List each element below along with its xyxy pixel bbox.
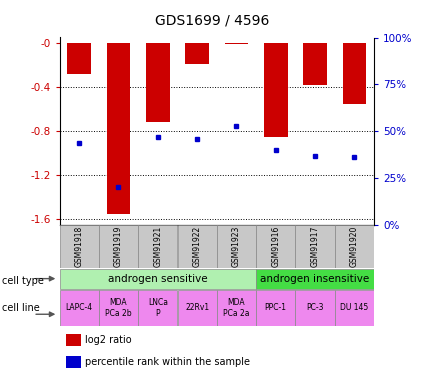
Text: GDS1699 / 4596: GDS1699 / 4596: [155, 13, 270, 27]
Bar: [264, 43, 287, 137]
Bar: [217, 290, 256, 326]
Bar: [256, 225, 295, 268]
Text: DU 145: DU 145: [340, 303, 368, 312]
Text: 22Rv1: 22Rv1: [185, 303, 209, 312]
Bar: [343, 43, 366, 104]
Text: androgen sensitive: androgen sensitive: [108, 274, 207, 284]
Text: cell line: cell line: [2, 303, 40, 313]
Text: LAPC-4: LAPC-4: [65, 303, 93, 312]
Bar: [185, 43, 209, 64]
Bar: [335, 225, 374, 268]
Text: GSM91919: GSM91919: [114, 226, 123, 267]
Bar: [67, 43, 91, 74]
Bar: [335, 290, 374, 326]
Bar: [146, 43, 170, 122]
Text: GSM91922: GSM91922: [193, 226, 201, 267]
Bar: [217, 225, 256, 268]
Text: cell type: cell type: [2, 276, 44, 285]
Bar: [178, 225, 217, 268]
Bar: [224, 43, 248, 44]
Text: GSM91923: GSM91923: [232, 226, 241, 267]
Bar: [99, 225, 138, 268]
Text: MDA
PCa 2b: MDA PCa 2b: [105, 298, 132, 318]
Bar: [60, 269, 256, 289]
Bar: [256, 269, 374, 289]
Bar: [66, 334, 81, 346]
Text: GSM91918: GSM91918: [75, 226, 84, 267]
Text: MDA
PCa 2a: MDA PCa 2a: [223, 298, 249, 318]
Bar: [178, 290, 217, 326]
Bar: [60, 225, 99, 268]
Text: androgen insensitive: androgen insensitive: [261, 274, 370, 284]
Bar: [107, 43, 130, 214]
Text: GSM91920: GSM91920: [350, 226, 359, 267]
Bar: [66, 356, 81, 368]
Bar: [295, 290, 334, 326]
Bar: [303, 43, 327, 85]
Text: PC-3: PC-3: [306, 303, 324, 312]
Text: GSM91921: GSM91921: [153, 226, 162, 267]
Text: GSM91916: GSM91916: [271, 226, 280, 267]
Bar: [99, 290, 138, 326]
Text: log2 ratio: log2 ratio: [85, 335, 131, 345]
Bar: [138, 225, 177, 268]
Text: PPC-1: PPC-1: [265, 303, 287, 312]
Bar: [138, 290, 177, 326]
Text: percentile rank within the sample: percentile rank within the sample: [85, 357, 249, 367]
Bar: [256, 290, 295, 326]
Bar: [60, 290, 99, 326]
Bar: [295, 225, 334, 268]
Text: GSM91917: GSM91917: [311, 226, 320, 267]
Text: LNCa
P: LNCa P: [148, 298, 168, 318]
